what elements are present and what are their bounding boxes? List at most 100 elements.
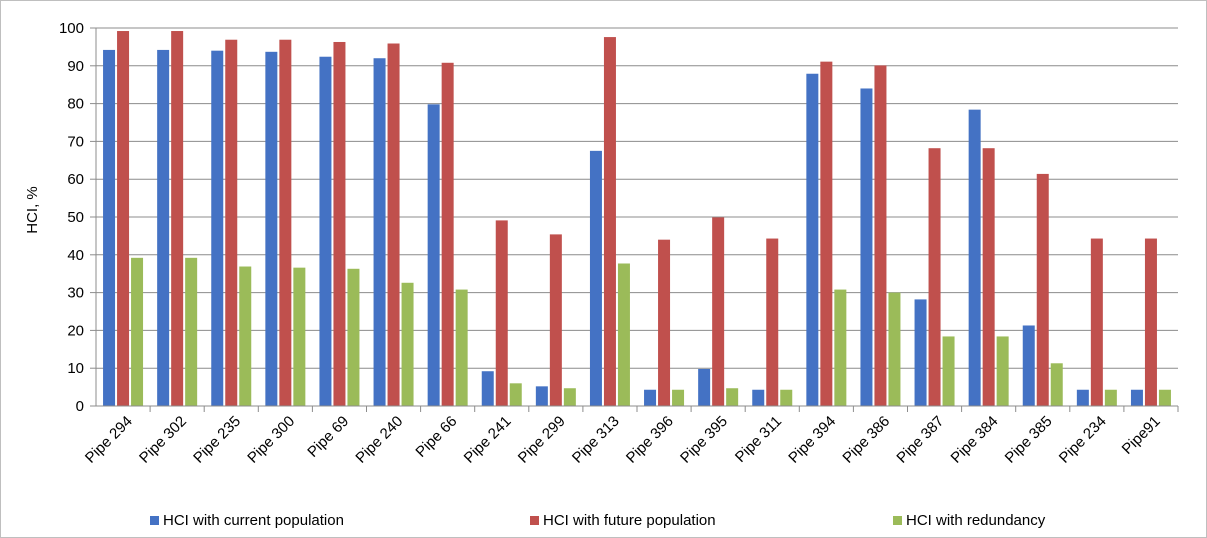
legend-label: HCI with future population <box>543 512 716 529</box>
y-tick-label: 80 <box>67 96 84 113</box>
bar <box>1158 389 1171 406</box>
bar <box>1130 389 1143 406</box>
y-tick-label: 20 <box>67 322 84 339</box>
bar <box>185 257 198 406</box>
x-tick-label: Pipe 395 <box>677 413 731 467</box>
x-tick-label: Pipe 387 <box>893 413 947 467</box>
x-tick-label: Pipe 313 <box>569 413 623 467</box>
bar <box>834 289 847 406</box>
bar <box>455 289 468 406</box>
bar <box>942 336 955 406</box>
x-tick-label: Pipe 396 <box>623 413 677 467</box>
bar <box>117 31 130 407</box>
bar <box>495 220 508 406</box>
bar <box>589 150 602 406</box>
bar <box>820 61 833 406</box>
legend: HCI with current population HCI with futu… <box>0 512 1207 534</box>
bar <box>103 49 116 406</box>
x-tick-label: Pipe 394 <box>785 413 839 467</box>
x-tick-label: Pipe 386 <box>839 413 893 467</box>
x-tick-label: Pipe 302 <box>136 413 190 467</box>
x-tick-label: Pipe 234 <box>1056 413 1110 467</box>
bar <box>982 148 995 407</box>
bar <box>1050 363 1063 406</box>
y-tick-label: 60 <box>67 171 84 188</box>
bar <box>968 109 981 406</box>
bar <box>401 282 414 406</box>
legend-item: HCI with redundancy <box>893 512 1045 529</box>
bar <box>509 383 522 406</box>
bar <box>928 148 941 407</box>
bar <box>1104 389 1117 406</box>
y-axis-label: HCI, % <box>24 186 41 234</box>
bars <box>103 31 1171 407</box>
bar <box>806 73 819 406</box>
legend-item: HCI with current population <box>150 512 344 529</box>
bar <box>319 56 332 407</box>
bar <box>617 263 630 406</box>
x-tick-label: Pipe 300 <box>244 413 298 467</box>
axes <box>95 28 1179 412</box>
legend-swatch <box>893 516 902 525</box>
x-tick-label: Pipe 240 <box>352 413 406 467</box>
bar <box>347 268 360 406</box>
bar <box>860 88 873 406</box>
bar <box>766 238 779 406</box>
bar <box>726 388 739 406</box>
legend-label: HCI with redundancy <box>906 512 1046 529</box>
bar <box>996 336 1009 406</box>
bar <box>644 389 657 406</box>
x-tick-label: Pipe 299 <box>515 413 569 467</box>
bar <box>1144 238 1157 406</box>
bar <box>131 257 144 406</box>
bar <box>387 43 400 407</box>
bar <box>1022 325 1035 406</box>
bar <box>658 239 671 406</box>
bar <box>157 49 170 406</box>
x-tick-label: Pipe 241 <box>461 413 515 467</box>
bar <box>535 386 548 406</box>
bar <box>265 51 278 407</box>
legend-swatch <box>150 516 159 525</box>
x-tick-label: Pipe 384 <box>948 413 1002 467</box>
bar <box>481 371 494 406</box>
x-tick-label: Pipe91 <box>1119 413 1164 458</box>
y-tick-labels: 0 10 20 30 40 50 60 70 80 90 100 <box>59 20 84 415</box>
legend-item: HCI with future population <box>530 512 716 529</box>
bar <box>712 217 725 406</box>
x-tick-label: Pipe 69 <box>304 413 352 461</box>
bar <box>1036 173 1049 406</box>
y-tick-label: 10 <box>67 360 84 377</box>
y-tick-label: 70 <box>67 133 84 150</box>
x-tick-label: Pipe 235 <box>190 413 244 467</box>
bar <box>603 37 616 407</box>
x-tick-labels: Pipe 294 Pipe 302 Pipe 235 Pipe 300 Pipe 69 P… <box>82 413 1164 467</box>
bar <box>239 266 252 406</box>
bar <box>874 65 887 406</box>
bar <box>279 39 292 407</box>
bar <box>888 292 901 406</box>
bar <box>914 299 927 406</box>
bar <box>1076 389 1089 406</box>
legend-swatch <box>530 516 539 525</box>
bar <box>293 267 306 406</box>
x-tick-label: Pipe 385 <box>1002 413 1056 467</box>
x-tick-label: Pipe 311 <box>732 413 785 466</box>
x-tick-label: Pipe 294 <box>82 413 136 467</box>
bar <box>427 104 440 406</box>
bar <box>1090 238 1103 406</box>
gridlines <box>90 27 1178 407</box>
bar <box>171 31 184 407</box>
bar <box>373 58 386 407</box>
bar <box>752 389 765 406</box>
bar <box>698 368 711 406</box>
x-tick-label: Pipe 66 <box>412 413 460 461</box>
y-tick-label: 50 <box>67 209 84 226</box>
legend-label: HCI with current population <box>163 512 344 529</box>
y-tick-label: 90 <box>67 58 84 75</box>
bar <box>441 62 454 406</box>
bar <box>672 389 685 406</box>
bar <box>780 389 793 406</box>
